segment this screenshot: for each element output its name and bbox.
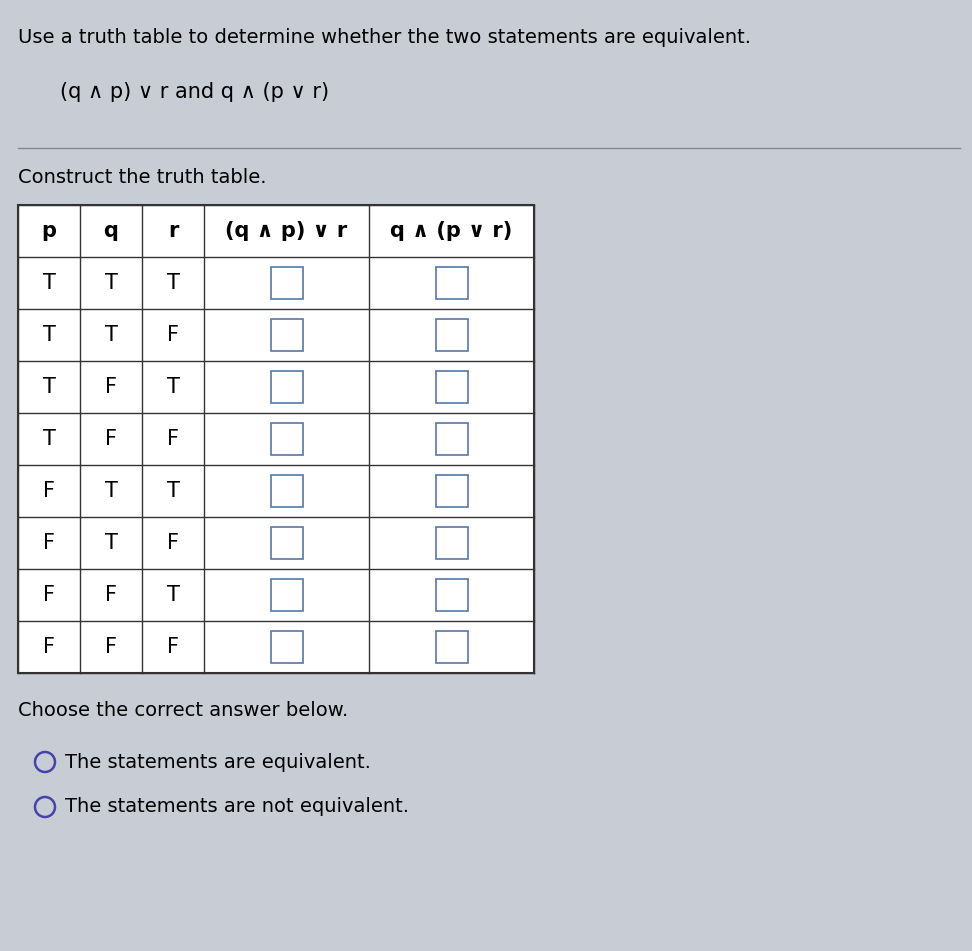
Bar (270, 319, 302, 351)
Text: F: F (105, 377, 117, 397)
Text: The statements are equivalent.: The statements are equivalent. (65, 752, 371, 771)
Text: F: F (43, 533, 55, 553)
Text: (q ∧ p) ∨ r: (q ∧ p) ∨ r (226, 221, 348, 241)
Text: F: F (167, 429, 179, 449)
Bar (270, 371, 302, 403)
Text: T: T (43, 429, 55, 449)
Bar (270, 267, 302, 299)
Bar (435, 631, 468, 663)
Bar (18, 205, 534, 673)
Bar (270, 579, 302, 611)
Text: T: T (166, 585, 180, 605)
Text: F: F (105, 585, 117, 605)
Text: F: F (105, 429, 117, 449)
Text: Choose the correct answer below.: Choose the correct answer below. (18, 701, 348, 720)
Text: (q ∧ p) ∨ r and q ∧ (p ∨ r): (q ∧ p) ∨ r and q ∧ (p ∨ r) (60, 82, 330, 102)
Text: T: T (166, 273, 180, 293)
Bar (270, 475, 302, 507)
Text: F: F (43, 585, 55, 605)
Text: T: T (43, 377, 55, 397)
Text: T: T (43, 325, 55, 345)
Text: p: p (42, 221, 56, 241)
Bar (270, 423, 302, 455)
Bar (435, 475, 468, 507)
Bar (270, 527, 302, 559)
Text: T: T (105, 325, 118, 345)
Text: q: q (104, 221, 119, 241)
Text: F: F (105, 637, 117, 657)
Text: T: T (105, 533, 118, 553)
Bar (270, 631, 302, 663)
Text: F: F (167, 533, 179, 553)
Text: T: T (166, 481, 180, 501)
Text: F: F (167, 637, 179, 657)
Text: r: r (168, 221, 178, 241)
Text: F: F (43, 637, 55, 657)
Text: F: F (167, 325, 179, 345)
Bar (435, 423, 468, 455)
Text: T: T (105, 481, 118, 501)
Text: Construct the truth table.: Construct the truth table. (18, 168, 266, 187)
Bar (435, 371, 468, 403)
Text: F: F (43, 481, 55, 501)
Text: q ∧ (p ∨ r): q ∧ (p ∨ r) (391, 221, 512, 241)
Text: T: T (43, 273, 55, 293)
Bar (435, 319, 468, 351)
Text: Use a truth table to determine whether the two statements are equivalent.: Use a truth table to determine whether t… (18, 28, 751, 47)
Text: T: T (166, 377, 180, 397)
Bar (435, 267, 468, 299)
Bar (435, 579, 468, 611)
Text: The statements are not equivalent.: The statements are not equivalent. (65, 798, 409, 817)
Bar (435, 527, 468, 559)
Text: T: T (105, 273, 118, 293)
